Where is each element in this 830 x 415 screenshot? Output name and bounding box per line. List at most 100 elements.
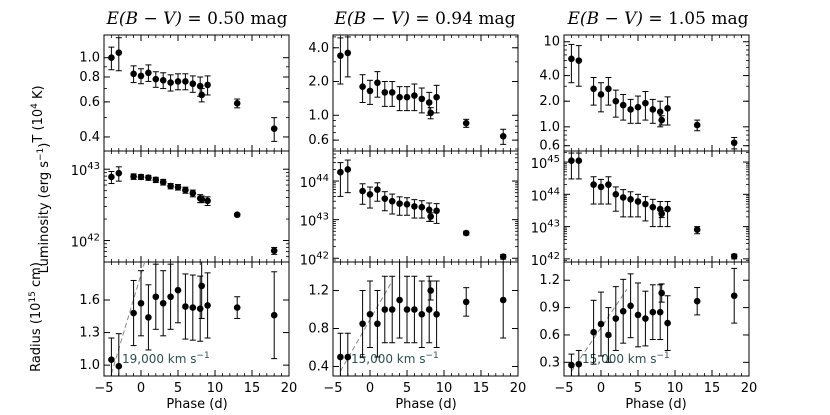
data-point [108,173,115,181]
data-point [108,54,115,61]
data-point [115,169,123,177]
data-point [499,296,507,304]
data-point [189,189,197,197]
data-point [233,211,241,219]
data-point [388,89,396,96]
data-point [145,174,152,182]
data-point [427,287,434,294]
data-point [627,302,634,310]
x-tick-label: 10 [436,381,453,396]
data-point [664,105,671,112]
data-point [627,196,634,203]
panel-2-radius: 0.4 0.8 1.2 15,000 km s−1 [308,261,519,377]
data-point [433,310,440,318]
panel-frame [332,34,519,152]
panel-frame [332,261,519,377]
panel-frame [563,261,750,377]
data-point [145,69,152,77]
data-point [130,309,137,317]
data-point [344,166,352,173]
data-point [433,93,440,101]
y-tick-label: 0.6 [79,95,100,110]
data-point [182,186,189,194]
data-point [403,306,411,313]
data-point [597,91,605,98]
y-tick-label: 1042 [531,251,560,269]
xlabel-3: Phase (d) [625,397,686,412]
x-tick-label: 5 [403,381,411,396]
y-tick-label: 0.8 [308,322,329,337]
data-point [159,178,167,186]
data-point [396,93,403,101]
data-point [411,306,418,313]
x-tick-label: 20 [741,381,758,396]
y-tick-label: 0.6 [539,139,560,154]
data-point [366,191,374,198]
data-point [196,82,204,90]
data-point [388,306,396,313]
y-tick-label: 1.0 [539,120,560,135]
x-tick-label: −5 [554,381,573,396]
data-point [418,310,426,318]
y-tick-label: 2.0 [308,75,329,90]
data-point [634,103,642,111]
data-point [137,299,145,307]
data-point [605,331,612,339]
data-point [664,319,671,327]
data-point [658,210,665,218]
x-tick-label: −5 [323,381,342,396]
panel-frame [103,150,290,263]
data-point [619,307,627,315]
data-point [366,87,374,95]
panel-frame [563,150,750,263]
data-point [619,101,627,109]
panel-2-luminosity: 1042 1043 1044 [300,150,519,268]
panel-1-temperature: 0.4 0.6 0.8 1.0 [79,34,290,152]
data-point [590,328,597,336]
data-point [174,286,182,294]
data-point [612,191,620,198]
panel-title-1: E(B − V) = 0.50 mag [106,9,288,29]
y-tick-label: 1.6 [79,293,100,308]
data-point [411,92,418,99]
y-tick-label: 4.0 [308,41,329,56]
panel-2-temperature: 0.6 1.0 2.0 4.0 [308,34,519,152]
data-point [204,81,211,89]
panel-1-luminosity: 1042 1043 [71,150,290,263]
data-point [462,119,470,127]
data-point [152,176,160,184]
data-point [656,108,664,116]
panel-frame [332,150,519,263]
temperature-axis-label: T (104 K) [30,85,46,143]
data-point [130,173,137,180]
data-point [198,195,205,203]
y-tick-label: 1045 [531,154,560,172]
radius-axis-label: Radius (1015 cm) [28,262,44,372]
data-point [693,121,701,129]
data-point [130,70,137,78]
data-point [605,181,612,188]
data-point [198,91,205,99]
y-tick-label: 1.0 [79,358,100,373]
data-point [427,109,434,117]
data-point [396,200,403,207]
data-point [204,302,211,309]
data-point [388,197,396,205]
x-tick-label: 10 [207,381,224,396]
y-tick-label: 1.3 [79,326,100,341]
data-point [575,57,583,64]
y-tick-label: 1044 [300,173,329,191]
data-point [381,195,389,202]
velocity-line [570,289,628,372]
velocity-annotation: 19,000 km s−1 [122,351,210,366]
x-tick-label: 15 [244,381,261,396]
data-point [590,85,597,93]
data-point [612,97,620,105]
data-point [427,213,434,220]
data-point [374,320,381,328]
data-point [344,353,352,361]
data-point [418,203,426,211]
x-tick-label: 0 [137,381,145,396]
panel-frame [103,261,290,377]
x-tick-label: 5 [634,381,642,396]
